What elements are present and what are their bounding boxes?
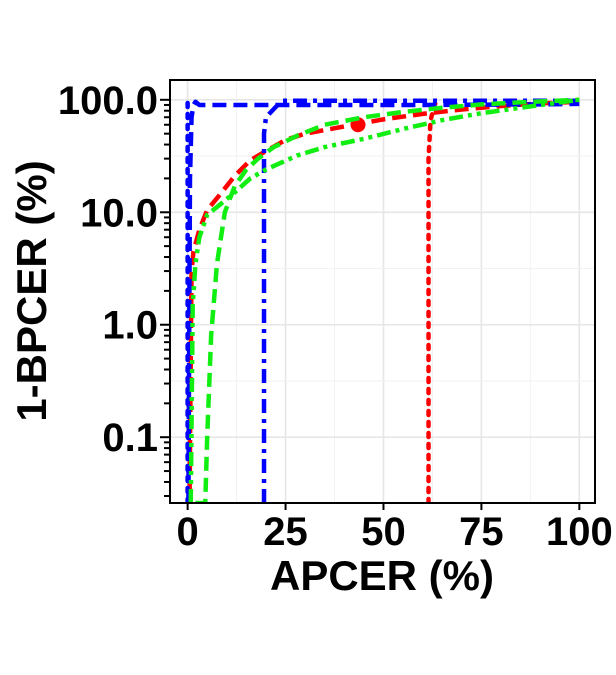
series-6-line (195, 97, 580, 503)
plot-background (170, 80, 595, 503)
y-tick-label: 1.0 (102, 304, 158, 348)
series-4-line (261, 98, 580, 503)
y-axis-title: 1-BPCER (%) (8, 160, 55, 421)
axes: 0 25 50 75 100 0.1 1.0 10.0 100.0 (58, 79, 613, 554)
x-tick-label: 100 (546, 510, 613, 554)
y-tick-label: 10.0 (80, 191, 158, 235)
series-layer (185, 97, 580, 503)
x-tick-label: 50 (361, 510, 406, 554)
x-tick-label: 0 (177, 510, 199, 554)
x-tick-label: 75 (459, 510, 504, 554)
y-tick-label: 0.1 (102, 416, 158, 460)
series-7-line (188, 97, 580, 503)
series-3-line (186, 99, 580, 503)
x-tick-label: 25 (263, 510, 308, 554)
gridlines (170, 80, 595, 503)
y-tick-label: 100.0 (58, 79, 158, 123)
x-axis-title: APCER (%) (270, 552, 494, 599)
